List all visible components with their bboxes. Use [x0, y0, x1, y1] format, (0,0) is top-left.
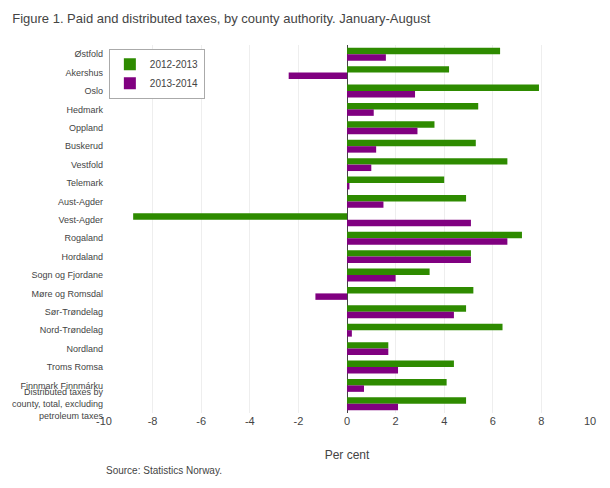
- svg-text:Østfold: Østfold: [74, 49, 103, 59]
- svg-text:Oppland: Oppland: [69, 123, 103, 133]
- svg-text:4: 4: [441, 415, 447, 427]
- svg-text:Møre og Romsdal: Møre og Romsdal: [31, 289, 103, 299]
- svg-text:Sør-Trøndelag: Sør-Trøndelag: [45, 307, 103, 317]
- svg-text:Aust-Agder: Aust-Agder: [58, 197, 103, 207]
- svg-text:Akershus: Akershus: [65, 68, 103, 78]
- svg-text:Per cent: Per cent: [325, 448, 370, 462]
- svg-text:Sogn og Fjordane: Sogn og Fjordane: [31, 270, 103, 280]
- svg-text:-6: -6: [196, 415, 206, 427]
- svg-text:-8: -8: [148, 415, 158, 427]
- svg-text:-10: -10: [96, 415, 112, 427]
- svg-text:Buskerud: Buskerud: [65, 141, 103, 151]
- svg-text:-2: -2: [294, 415, 304, 427]
- svg-text:Telemark: Telemark: [66, 178, 103, 188]
- svg-text:10: 10: [584, 415, 596, 427]
- svg-text:2013-2014: 2013-2014: [150, 78, 198, 89]
- svg-text:Distributed taxes bycounty, to: Distributed taxes bycounty, total, exclu…: [12, 387, 103, 420]
- svg-text:Rogaland: Rogaland: [64, 233, 103, 243]
- svg-text:Nordland: Nordland: [66, 344, 103, 354]
- svg-text:Hedmark: Hedmark: [66, 105, 103, 115]
- svg-text:Oslo: Oslo: [84, 86, 103, 96]
- svg-text:0: 0: [344, 415, 350, 427]
- svg-text:8: 8: [538, 415, 544, 427]
- svg-text:Troms Romsa: Troms Romsa: [47, 362, 103, 372]
- svg-text:-4: -4: [245, 415, 255, 427]
- svg-text:Source: Statistics Norway.: Source: Statistics Norway.: [106, 465, 222, 476]
- svg-text:2: 2: [393, 415, 399, 427]
- svg-text:2012-2013: 2012-2013: [150, 59, 198, 70]
- svg-text:Vestfold: Vestfold: [71, 160, 103, 170]
- svg-text:Vest-Agder: Vest-Agder: [58, 215, 103, 225]
- svg-text:Nord-Trøndelag: Nord-Trøndelag: [40, 325, 103, 335]
- svg-text:Hordaland: Hordaland: [61, 252, 103, 262]
- svg-text:6: 6: [490, 415, 496, 427]
- svg-text:Figure 1. Paid and distributed: Figure 1. Paid and distributed taxes, by…: [12, 11, 431, 26]
- svg-text:Finnmark Finnmárku: Finnmark Finnmárku: [20, 381, 103, 391]
